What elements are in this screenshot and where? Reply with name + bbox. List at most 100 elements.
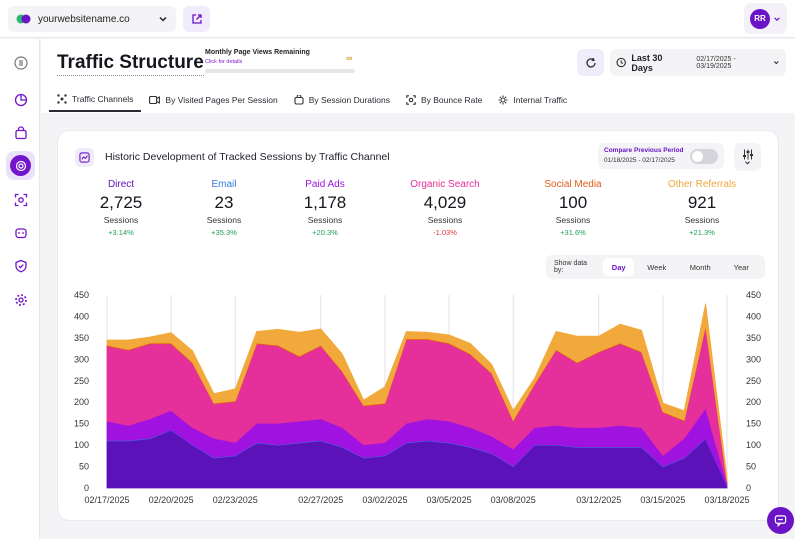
stat-label: Direct [107, 179, 135, 190]
stat-unit: Sessions [427, 215, 463, 225]
sidebar-item-settings[interactable] [6, 285, 35, 314]
y-tick-label-right: 350 [746, 333, 761, 343]
x-tick-label: 03/08/2025 [491, 495, 536, 505]
stat-email[interactable]: Email 23 Sessions +35.3% [164, 179, 284, 237]
external-link-icon [191, 14, 202, 24]
stat-change: +21.3% [689, 228, 715, 237]
sidebar-item-dashboard[interactable] [6, 85, 35, 114]
visitor-scan-icon [14, 193, 27, 206]
page-title: Traffic Structure [57, 52, 204, 76]
website-selector[interactable]: yourwebsitename.co [8, 6, 176, 32]
stat-value: 23 [214, 193, 234, 212]
stat-unit: Sessions [103, 215, 139, 225]
chat-button[interactable] [767, 507, 794, 534]
x-tick-label: 03/05/2025 [427, 495, 472, 505]
y-tick-label-right: 450 [746, 290, 761, 300]
compare-range: 01/18/2025 - 02/17/2025 [604, 157, 675, 164]
showby-year[interactable]: Year [733, 262, 749, 272]
x-tick-label: 02/20/2025 [149, 495, 194, 505]
tab-visited-pages[interactable]: By Visited Pages Per Session [141, 87, 285, 112]
date-range-value: 02/17/2025 - 03/19/2025 [696, 55, 736, 70]
y-tick-label-left: 100 [74, 440, 89, 450]
stat-unit: Sessions [684, 215, 720, 225]
sidebar-item-traffic[interactable] [6, 151, 35, 180]
stat-label: Paid Ads [305, 179, 345, 190]
refresh-button[interactable] [577, 49, 604, 76]
stat-value: 1,178 [303, 193, 347, 212]
tab-internal-traffic[interactable]: Internal Traffic [490, 87, 575, 112]
stat-other-referrals[interactable]: Other Referrals 921 Sessions +21.3% [642, 179, 762, 237]
sidebar-item-bots[interactable] [6, 218, 35, 247]
stat-unit: Sessions [307, 215, 343, 225]
sidebar-item-ecommerce[interactable] [6, 118, 35, 147]
x-tick-label: 02/23/2025 [213, 495, 258, 505]
showby-label: Show data by: [554, 260, 588, 274]
date-range-picker[interactable]: Last 30 Days 02/17/2025 - 03/19/2025 [610, 49, 786, 76]
sidebar [0, 39, 40, 539]
compare-toggle[interactable] [690, 149, 718, 164]
tab-label: By Session Durations [308, 94, 390, 105]
showby-week[interactable]: Week [647, 262, 667, 272]
x-tick-label: 02/17/2025 [84, 495, 129, 505]
y-tick-label-right: 250 [746, 376, 761, 386]
y-tick-label-left: 0 [84, 483, 89, 493]
internal-icon [498, 95, 508, 104]
channels-icon [57, 93, 67, 104]
stat-paid-ads[interactable]: Paid Ads 1,178 Sessions +20.3% [265, 179, 385, 237]
stat-label: Other Referrals [667, 179, 737, 190]
x-tick-label: 03/02/2025 [362, 495, 407, 505]
user-menu-button[interactable]: RR [744, 3, 787, 34]
mpv-value: ∞ [346, 53, 353, 63]
x-tick-label: 03/12/2025 [576, 495, 621, 505]
compare-label: Compare Previous Period [604, 147, 684, 154]
show-data-by: Show data by: Day Week Month Year [546, 255, 765, 279]
open-website-button[interactable] [183, 6, 210, 32]
tab-bounce-rate[interactable]: By Bounce Rate [398, 87, 490, 112]
showby-day[interactable]: Day [602, 258, 635, 276]
stat-change: +3.14% [108, 228, 134, 237]
tab-session-durations[interactable]: By Session Durations [286, 87, 398, 112]
stat-label: Social Media [544, 179, 602, 190]
collapse-icon [13, 55, 28, 70]
pages-icon [149, 95, 161, 104]
website-name: yourwebsitename.co [38, 13, 130, 25]
y-tick-label-right: 100 [746, 440, 761, 450]
tab-label: Traffic Channels [72, 93, 134, 104]
stat-social-media[interactable]: Social Media 100 Sessions +31.6% [513, 179, 633, 237]
y-tick-label-right: 200 [746, 397, 761, 407]
clock-icon [616, 57, 626, 68]
sidebar-item-security[interactable] [6, 251, 35, 280]
x-tick-label: 03/15/2025 [640, 495, 685, 505]
chart-line-icon [75, 148, 94, 167]
monthly-page-views: Monthly Page Views Remaining Click for d… [205, 49, 355, 73]
chevron-down-icon [774, 61, 780, 65]
sidebar-item-collapse[interactable] [6, 48, 35, 77]
chat-icon [774, 515, 787, 527]
x-tick-label: 03/18/2025 [704, 495, 749, 505]
sessions-chart-card: Historic Development of Tracked Sessions… [57, 130, 779, 521]
chart-settings-button[interactable] [734, 143, 761, 171]
showby-month[interactable]: Month [689, 262, 711, 272]
x-tick-label: 02/27/2025 [298, 495, 343, 505]
stat-label: Organic Search [410, 179, 480, 190]
chevron-down-icon [159, 16, 167, 22]
tab-label: By Visited Pages Per Session [165, 94, 278, 105]
sliders-icon [742, 149, 753, 159]
traffic-icon [10, 155, 31, 176]
refresh-icon [585, 57, 596, 68]
card-title: Historic Development of Tracked Sessions… [105, 151, 390, 163]
y-tick-label-left: 400 [74, 311, 89, 321]
tab-traffic-channels[interactable]: Traffic Channels [49, 87, 142, 112]
y-tick-label-left: 450 [74, 290, 89, 300]
date-range-label: Last 30 Days [631, 52, 663, 73]
sidebar-item-visitors[interactable] [6, 185, 35, 214]
stat-change: +31.6% [560, 228, 586, 237]
stat-direct[interactable]: Direct 2,725 Sessions +3.14% [61, 179, 181, 237]
y-tick-label-left: 250 [74, 376, 89, 386]
bounce-icon [406, 94, 416, 105]
stat-organic-search[interactable]: Organic Search 4,029 Sessions -1.03% [385, 179, 505, 237]
y-tick-label-right: 400 [746, 311, 761, 321]
series-area-other-referrals[interactable] [106, 303, 728, 482]
mpv-details-link[interactable]: Click for details [205, 59, 243, 65]
stat-value: 4,029 [423, 193, 467, 212]
